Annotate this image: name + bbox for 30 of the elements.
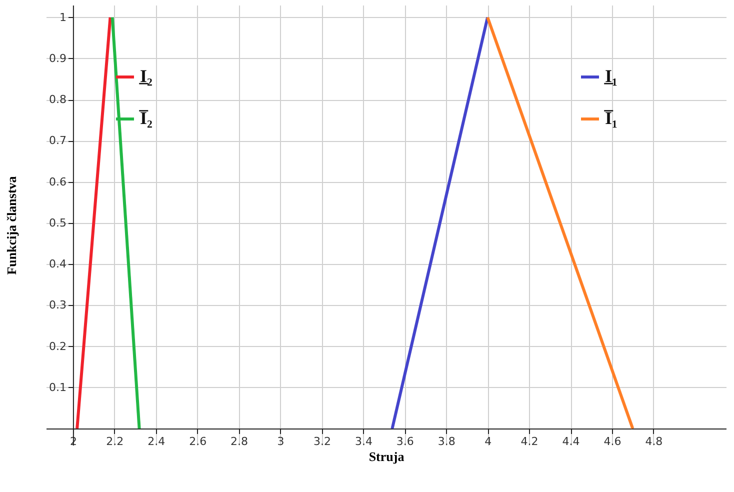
x-tick-label: 2.8 <box>230 435 248 448</box>
y-tick-label: 1 <box>59 10 66 24</box>
legend-label: I̲₁ <box>604 66 618 86</box>
legend-label: I̅₂ <box>138 108 152 128</box>
x-axis-title: Struja <box>368 449 405 464</box>
y-tick-label: 0.8 <box>48 93 66 106</box>
y-tick-label: 0.3 <box>48 298 66 312</box>
x-tick-label: 4.4 <box>562 435 580 448</box>
x-tick-label: 2.6 <box>189 435 207 448</box>
y-tick-label: 0.2 <box>48 340 66 353</box>
x-tick-label: 2.2 <box>106 435 124 448</box>
x-tick-label: 2.4 <box>148 435 166 448</box>
x-tick-label: 4.6 <box>604 435 622 448</box>
y-tick-label: 0.7 <box>48 134 66 148</box>
x-tick-label: 4.2 <box>520 435 538 448</box>
x-tick-label: 3 <box>277 435 284 448</box>
x-tick-label: 3.6 <box>396 435 414 448</box>
y-tick-label: 0.9 <box>48 52 66 65</box>
y-tick-label: 0.6 <box>48 175 66 188</box>
x-tick-label: 4 <box>484 435 492 448</box>
y-tick-label: 0.4 <box>48 258 66 271</box>
y-tick-label: 0.1 <box>48 380 66 394</box>
legend-label: I̅₁ <box>604 108 618 128</box>
x-tick-label: 3.2 <box>313 435 331 448</box>
legend-label: I̲₂ <box>138 66 152 86</box>
x-tick-label: 4.8 <box>645 435 663 448</box>
x-tick-label: 3.4 <box>354 435 372 448</box>
y-axis-title: Funkcija članstva <box>4 176 19 275</box>
x-tick-label: 3.8 <box>438 435 456 448</box>
y-tick-label: 0.5 <box>48 216 66 230</box>
